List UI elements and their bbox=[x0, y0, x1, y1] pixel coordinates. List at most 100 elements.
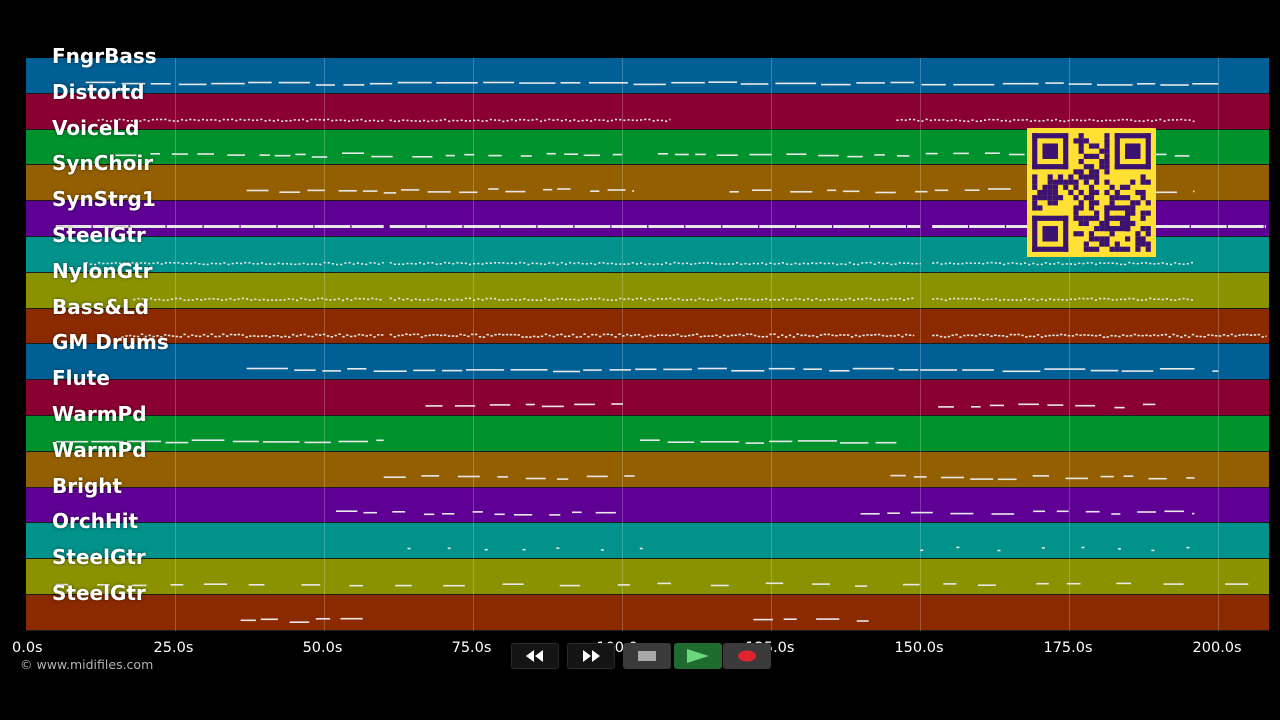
note-mark bbox=[1086, 297, 1089, 300]
fast-forward-button[interactable] bbox=[567, 643, 615, 669]
note-mark bbox=[304, 441, 331, 444]
note-mark bbox=[1075, 119, 1078, 121]
note-mark bbox=[606, 262, 609, 265]
play-button[interactable] bbox=[674, 643, 722, 669]
note-mark bbox=[522, 548, 526, 551]
note-mark bbox=[1149, 335, 1152, 337]
note-mark bbox=[315, 263, 318, 265]
record-button[interactable] bbox=[723, 643, 771, 669]
note-mark bbox=[744, 262, 747, 265]
qr-module bbox=[1094, 210, 1100, 216]
note-mark bbox=[940, 263, 943, 265]
note-mark bbox=[602, 262, 605, 264]
note-mark bbox=[1187, 336, 1191, 338]
note-mark bbox=[1042, 120, 1045, 122]
note-mark bbox=[1140, 262, 1143, 264]
track-lane bbox=[26, 559, 1269, 595]
note-mark bbox=[749, 153, 772, 156]
note-mark bbox=[602, 298, 605, 301]
note-mark bbox=[640, 439, 660, 441]
note-mark bbox=[979, 120, 982, 122]
qr-module bbox=[1073, 195, 1079, 201]
note-mark bbox=[769, 299, 772, 301]
note-mark bbox=[361, 334, 364, 336]
note-mark bbox=[485, 297, 488, 300]
note-mark bbox=[1007, 299, 1010, 301]
track-label: SynStrg1 bbox=[52, 187, 156, 212]
qr-module bbox=[1083, 215, 1089, 221]
note-mark bbox=[961, 262, 964, 265]
note-mark bbox=[1044, 335, 1047, 337]
note-mark bbox=[210, 333, 213, 335]
qr-module bbox=[1145, 133, 1151, 170]
note-mark bbox=[529, 336, 532, 338]
note-mark bbox=[356, 119, 359, 121]
note-mark bbox=[201, 118, 204, 121]
note-mark bbox=[832, 262, 835, 265]
note-mark bbox=[635, 368, 657, 371]
note-mark bbox=[557, 188, 571, 190]
note-mark bbox=[912, 334, 915, 337]
note-mark bbox=[819, 334, 823, 336]
note-mark bbox=[753, 334, 757, 337]
note-mark bbox=[775, 82, 817, 85]
note-mark bbox=[648, 118, 651, 121]
qr-module bbox=[1125, 246, 1131, 252]
note-mark bbox=[552, 262, 555, 264]
note-mark bbox=[1151, 549, 1155, 552]
qr-module bbox=[1073, 184, 1079, 190]
note-mark bbox=[360, 118, 363, 121]
note-mark bbox=[1028, 298, 1031, 301]
note-mark bbox=[957, 263, 960, 265]
note-mark bbox=[635, 119, 638, 122]
qr-module bbox=[1135, 246, 1141, 252]
note-mark bbox=[1153, 298, 1156, 301]
note-mark bbox=[414, 120, 417, 122]
note-mark bbox=[844, 263, 847, 266]
note-mark bbox=[932, 334, 935, 337]
note-mark bbox=[514, 119, 517, 122]
note-mark bbox=[911, 263, 914, 265]
note-mark bbox=[831, 334, 834, 337]
note-mark bbox=[101, 118, 104, 121]
note-mark bbox=[904, 119, 907, 121]
qr-module bbox=[1094, 226, 1100, 232]
note-mark bbox=[358, 298, 361, 300]
note-mark bbox=[595, 511, 616, 514]
note-mark bbox=[641, 336, 644, 338]
note-mark bbox=[697, 367, 727, 370]
note-mark bbox=[656, 119, 659, 122]
stop-button[interactable] bbox=[623, 643, 671, 669]
rewind-button[interactable] bbox=[511, 643, 559, 669]
note-mark bbox=[823, 262, 826, 265]
note-mark bbox=[1009, 333, 1013, 336]
note-mark bbox=[523, 262, 526, 264]
note-mark bbox=[1078, 262, 1081, 265]
note-mark bbox=[807, 263, 810, 265]
qr-module bbox=[1088, 143, 1095, 149]
note-mark bbox=[792, 336, 796, 338]
note-mark bbox=[913, 476, 927, 478]
note-mark bbox=[615, 118, 618, 121]
note-mark bbox=[819, 262, 822, 264]
note-mark bbox=[456, 119, 459, 122]
note-mark bbox=[934, 189, 949, 192]
note-mark bbox=[241, 334, 244, 336]
note-mark bbox=[985, 152, 1000, 154]
note-mark bbox=[698, 262, 701, 264]
note-mark bbox=[1141, 334, 1144, 337]
note-mark bbox=[402, 119, 405, 121]
qr-module bbox=[1145, 241, 1151, 247]
note-mark bbox=[383, 476, 406, 478]
note-mark bbox=[908, 118, 911, 121]
note-mark bbox=[361, 263, 364, 265]
qr-module bbox=[1140, 210, 1146, 216]
note-mark bbox=[173, 262, 176, 264]
note-mark bbox=[994, 298, 997, 300]
qr-code bbox=[1027, 128, 1156, 257]
note-mark bbox=[610, 334, 613, 336]
note-mark bbox=[165, 441, 189, 444]
note-mark bbox=[498, 119, 501, 122]
note-mark bbox=[97, 584, 110, 586]
note-mark bbox=[1138, 120, 1141, 122]
